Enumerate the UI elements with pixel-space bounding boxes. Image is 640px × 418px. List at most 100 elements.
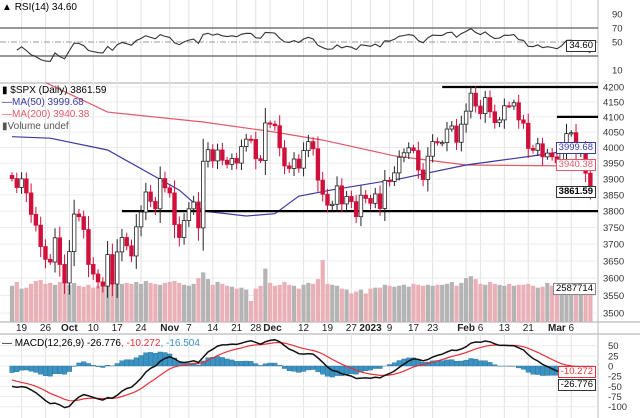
x-tick-label: 6 [478,323,484,334]
volume-bar [578,288,583,322]
macd-tick-label: 50 [608,341,619,352]
macd-histogram-bar [38,365,44,375]
candle-body [76,213,82,218]
volume-bar [483,284,488,322]
macd-histogram-bar [449,359,455,367]
candle-body [267,122,273,125]
volume-bar [368,288,373,322]
volume-bar [205,279,211,322]
price-tick-label: 4200 [603,83,624,94]
volume-bar [57,281,62,322]
candle-body [569,132,574,135]
candle-body [177,224,182,238]
candle-body [339,185,345,205]
x-tick-label: 17 [112,323,124,334]
candle-body [48,258,53,263]
candle-body [521,119,526,124]
candle-body [406,147,411,154]
volume-bar [354,291,359,322]
volume-bar [526,283,531,322]
macd-histogram-bar [114,363,120,367]
rsi-tick-label: 70 [612,24,623,35]
volume-bar [315,279,321,322]
macd-histogram-bar [167,353,173,367]
volume-bar [124,282,129,322]
macd-histogram-bar [215,356,221,367]
macd-hist-legend-text: , -16.504 [160,338,200,349]
volume-bar [411,283,416,322]
candle-body [200,160,206,229]
candle-body [153,200,158,210]
price-tick-label: 3750 [603,223,624,234]
macd-histogram-bar [468,358,474,367]
macd-histogram-bar [81,361,87,367]
price-value-tag: 3861.59 [555,186,596,198]
macd-histogram-bar [28,365,34,372]
volume-bar [363,293,368,322]
candle-body [382,180,388,209]
volume-bar [339,288,344,322]
macd-signal-value-tag: -10.272 [557,366,596,378]
x-tick-label: 9 [387,323,393,334]
candle-icon: ▮ [2,85,8,96]
candle-body [24,178,29,194]
macd-histogram-bar [463,359,469,367]
price-tick-label: 3650 [603,257,624,268]
volume-bar [215,281,220,322]
volume-bar [387,285,392,322]
macd-histogram-bar [444,359,450,367]
candle-body [363,194,368,199]
volume-bar [268,282,273,322]
macd-histogram-bar [138,355,144,367]
volume-bar [138,283,144,322]
candle-body [220,149,225,161]
volume-bar [430,285,435,322]
ma200-value-tag: 3940.38 [555,159,596,171]
volume-bar [569,288,574,322]
candle-body [401,152,407,158]
volume-bar [540,286,545,322]
candle-body [463,110,469,125]
macd-histogram-bar [57,365,63,374]
volume-bar [225,285,230,322]
volume-bar [330,284,335,322]
volume-bar [201,272,206,322]
volume-bar [67,284,72,322]
macd-histogram-bar [238,361,244,367]
volume-bar [62,279,67,322]
volume-bar [115,284,120,322]
volume-bar [210,284,215,322]
candle-body [334,185,340,205]
x-tick-label: 12 [298,323,310,334]
candle-body [425,155,431,180]
candle-body [91,264,96,275]
macd-tick-label: 25 [608,351,619,362]
volume-bar [301,284,306,322]
candle-body [435,141,440,144]
candle-body [263,122,268,161]
candle-body [549,152,555,158]
candle-body [229,157,235,165]
rsi-legend-text: RSI(14) 34.60 [14,2,77,13]
x-tick-label: 13 [499,323,511,334]
volume-bar [153,283,158,322]
volume-bar [554,287,560,322]
macd-histogram-bar [320,365,326,375]
volume-bar [492,283,497,322]
candle-body [535,143,540,151]
volume-bar [110,282,115,322]
candle-body [459,123,464,143]
volume-bar [100,283,105,322]
macd-histogram-bar [229,359,235,367]
candle-body [368,198,373,204]
candle-body [114,251,120,285]
candle-body [487,97,493,113]
candle-body [110,254,115,285]
volume-bar [464,278,469,322]
candle-body [506,105,512,108]
macd-tick-label: 0 [608,362,613,373]
volume-bars-icon: ▮ [2,121,8,132]
ma200-legend-text: MA(200) 3940.38 [12,109,90,120]
candle-body [157,178,163,210]
